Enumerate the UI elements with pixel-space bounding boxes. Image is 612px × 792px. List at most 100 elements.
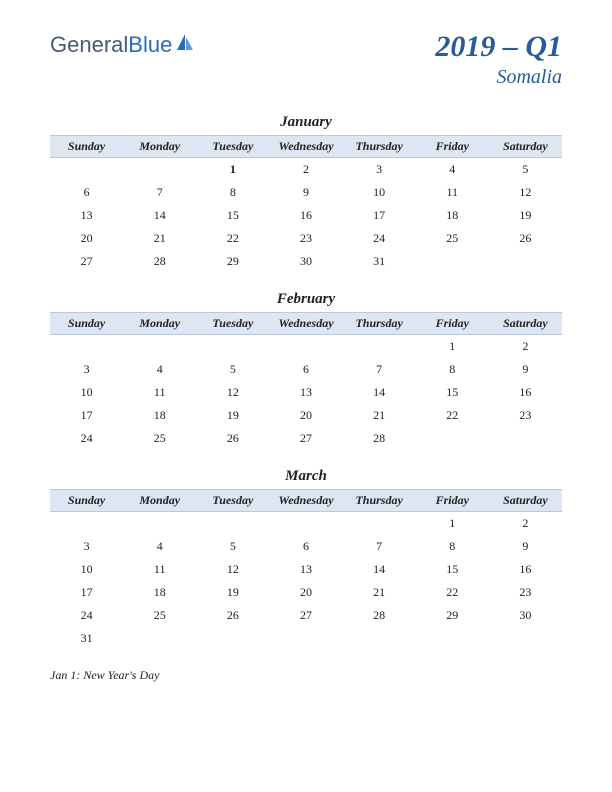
table-row: 12 bbox=[50, 512, 562, 536]
day-cell: 7 bbox=[123, 181, 196, 204]
day-cell: 19 bbox=[196, 404, 269, 427]
day-cell bbox=[343, 335, 416, 359]
day-cell bbox=[50, 512, 123, 536]
logo: GeneralBlue bbox=[50, 30, 195, 58]
day-header: Sunday bbox=[50, 136, 123, 158]
day-cell: 30 bbox=[269, 250, 342, 273]
day-cell: 27 bbox=[269, 604, 342, 627]
day-cell: 4 bbox=[123, 358, 196, 381]
month-name: March bbox=[50, 468, 562, 485]
day-cell: 21 bbox=[123, 227, 196, 250]
day-cell: 16 bbox=[489, 558, 562, 581]
calendar-table: SundayMondayTuesdayWednesdayThursdayFrid… bbox=[50, 312, 562, 450]
day-cell: 11 bbox=[416, 181, 489, 204]
day-header: Wednesday bbox=[269, 490, 342, 512]
day-cell: 22 bbox=[416, 581, 489, 604]
day-cell bbox=[196, 335, 269, 359]
day-header: Wednesday bbox=[269, 136, 342, 158]
day-cell: 14 bbox=[343, 381, 416, 404]
day-cell: 21 bbox=[343, 581, 416, 604]
day-cell bbox=[50, 158, 123, 182]
table-row: 3456789 bbox=[50, 358, 562, 381]
day-cell: 2 bbox=[489, 512, 562, 536]
day-cell bbox=[416, 250, 489, 273]
day-cell bbox=[196, 512, 269, 536]
table-row: 24252627282930 bbox=[50, 604, 562, 627]
day-cell: 11 bbox=[123, 381, 196, 404]
day-cell bbox=[123, 512, 196, 536]
month-block: March SundayMondayTuesdayWednesdayThursda… bbox=[50, 468, 562, 650]
day-cell: 9 bbox=[489, 358, 562, 381]
day-cell: 13 bbox=[269, 381, 342, 404]
day-cell bbox=[489, 627, 562, 650]
day-cell: 9 bbox=[269, 181, 342, 204]
day-cell: 25 bbox=[416, 227, 489, 250]
day-cell: 15 bbox=[416, 381, 489, 404]
day-cell: 7 bbox=[343, 358, 416, 381]
day-cell: 2 bbox=[269, 158, 342, 182]
calendar-table: SundayMondayTuesdayWednesdayThursdayFrid… bbox=[50, 135, 562, 273]
footnote-line: Jan 1: New Year's Day bbox=[50, 668, 562, 683]
table-row: 2425262728 bbox=[50, 427, 562, 450]
day-cell: 10 bbox=[50, 558, 123, 581]
day-cell: 14 bbox=[343, 558, 416, 581]
day-cell: 19 bbox=[489, 204, 562, 227]
day-header: Tuesday bbox=[196, 313, 269, 335]
day-cell: 1 bbox=[416, 335, 489, 359]
day-cell bbox=[343, 627, 416, 650]
day-header: Friday bbox=[416, 490, 489, 512]
day-cell: 27 bbox=[50, 250, 123, 273]
day-cell: 12 bbox=[196, 558, 269, 581]
day-cell: 23 bbox=[269, 227, 342, 250]
day-cell bbox=[50, 335, 123, 359]
table-row: 6789101112 bbox=[50, 181, 562, 204]
table-row: 31 bbox=[50, 627, 562, 650]
day-cell bbox=[489, 427, 562, 450]
day-cell: 16 bbox=[489, 381, 562, 404]
day-cell: 15 bbox=[196, 204, 269, 227]
day-cell bbox=[343, 512, 416, 536]
day-cell: 25 bbox=[123, 427, 196, 450]
day-header: Friday bbox=[416, 136, 489, 158]
day-header: Sunday bbox=[50, 490, 123, 512]
month-name: February bbox=[50, 291, 562, 308]
day-header: Monday bbox=[123, 136, 196, 158]
day-cell: 28 bbox=[343, 427, 416, 450]
day-header: Thursday bbox=[343, 136, 416, 158]
day-cell: 13 bbox=[50, 204, 123, 227]
day-cell: 24 bbox=[343, 227, 416, 250]
day-header: Thursday bbox=[343, 313, 416, 335]
day-cell: 4 bbox=[416, 158, 489, 182]
day-cell: 18 bbox=[123, 581, 196, 604]
day-cell: 8 bbox=[196, 181, 269, 204]
day-cell: 26 bbox=[196, 604, 269, 627]
logo-text-blue: Blue bbox=[128, 32, 172, 58]
table-row: 17181920212223 bbox=[50, 404, 562, 427]
day-cell: 6 bbox=[50, 181, 123, 204]
day-cell: 9 bbox=[489, 535, 562, 558]
day-cell: 18 bbox=[123, 404, 196, 427]
day-header: Saturday bbox=[489, 313, 562, 335]
table-row: 20212223242526 bbox=[50, 227, 562, 250]
day-cell: 29 bbox=[196, 250, 269, 273]
table-row: 10111213141516 bbox=[50, 381, 562, 404]
day-cell: 26 bbox=[489, 227, 562, 250]
table-row: 10111213141516 bbox=[50, 558, 562, 581]
day-cell: 1 bbox=[416, 512, 489, 536]
day-cell: 31 bbox=[50, 627, 123, 650]
day-cell: 3 bbox=[50, 358, 123, 381]
day-cell: 5 bbox=[489, 158, 562, 182]
logo-text-general: General bbox=[50, 32, 128, 58]
day-cell: 22 bbox=[196, 227, 269, 250]
day-cell: 23 bbox=[489, 581, 562, 604]
day-cell: 23 bbox=[489, 404, 562, 427]
day-cell: 10 bbox=[343, 181, 416, 204]
day-cell: 3 bbox=[50, 535, 123, 558]
day-cell: 17 bbox=[343, 204, 416, 227]
day-cell: 13 bbox=[269, 558, 342, 581]
day-cell: 11 bbox=[123, 558, 196, 581]
calendar-table: SundayMondayTuesdayWednesdayThursdayFrid… bbox=[50, 489, 562, 650]
header: GeneralBlue 2019 – Q1 Somalia bbox=[50, 30, 562, 89]
day-cell: 31 bbox=[343, 250, 416, 273]
day-cell bbox=[269, 627, 342, 650]
